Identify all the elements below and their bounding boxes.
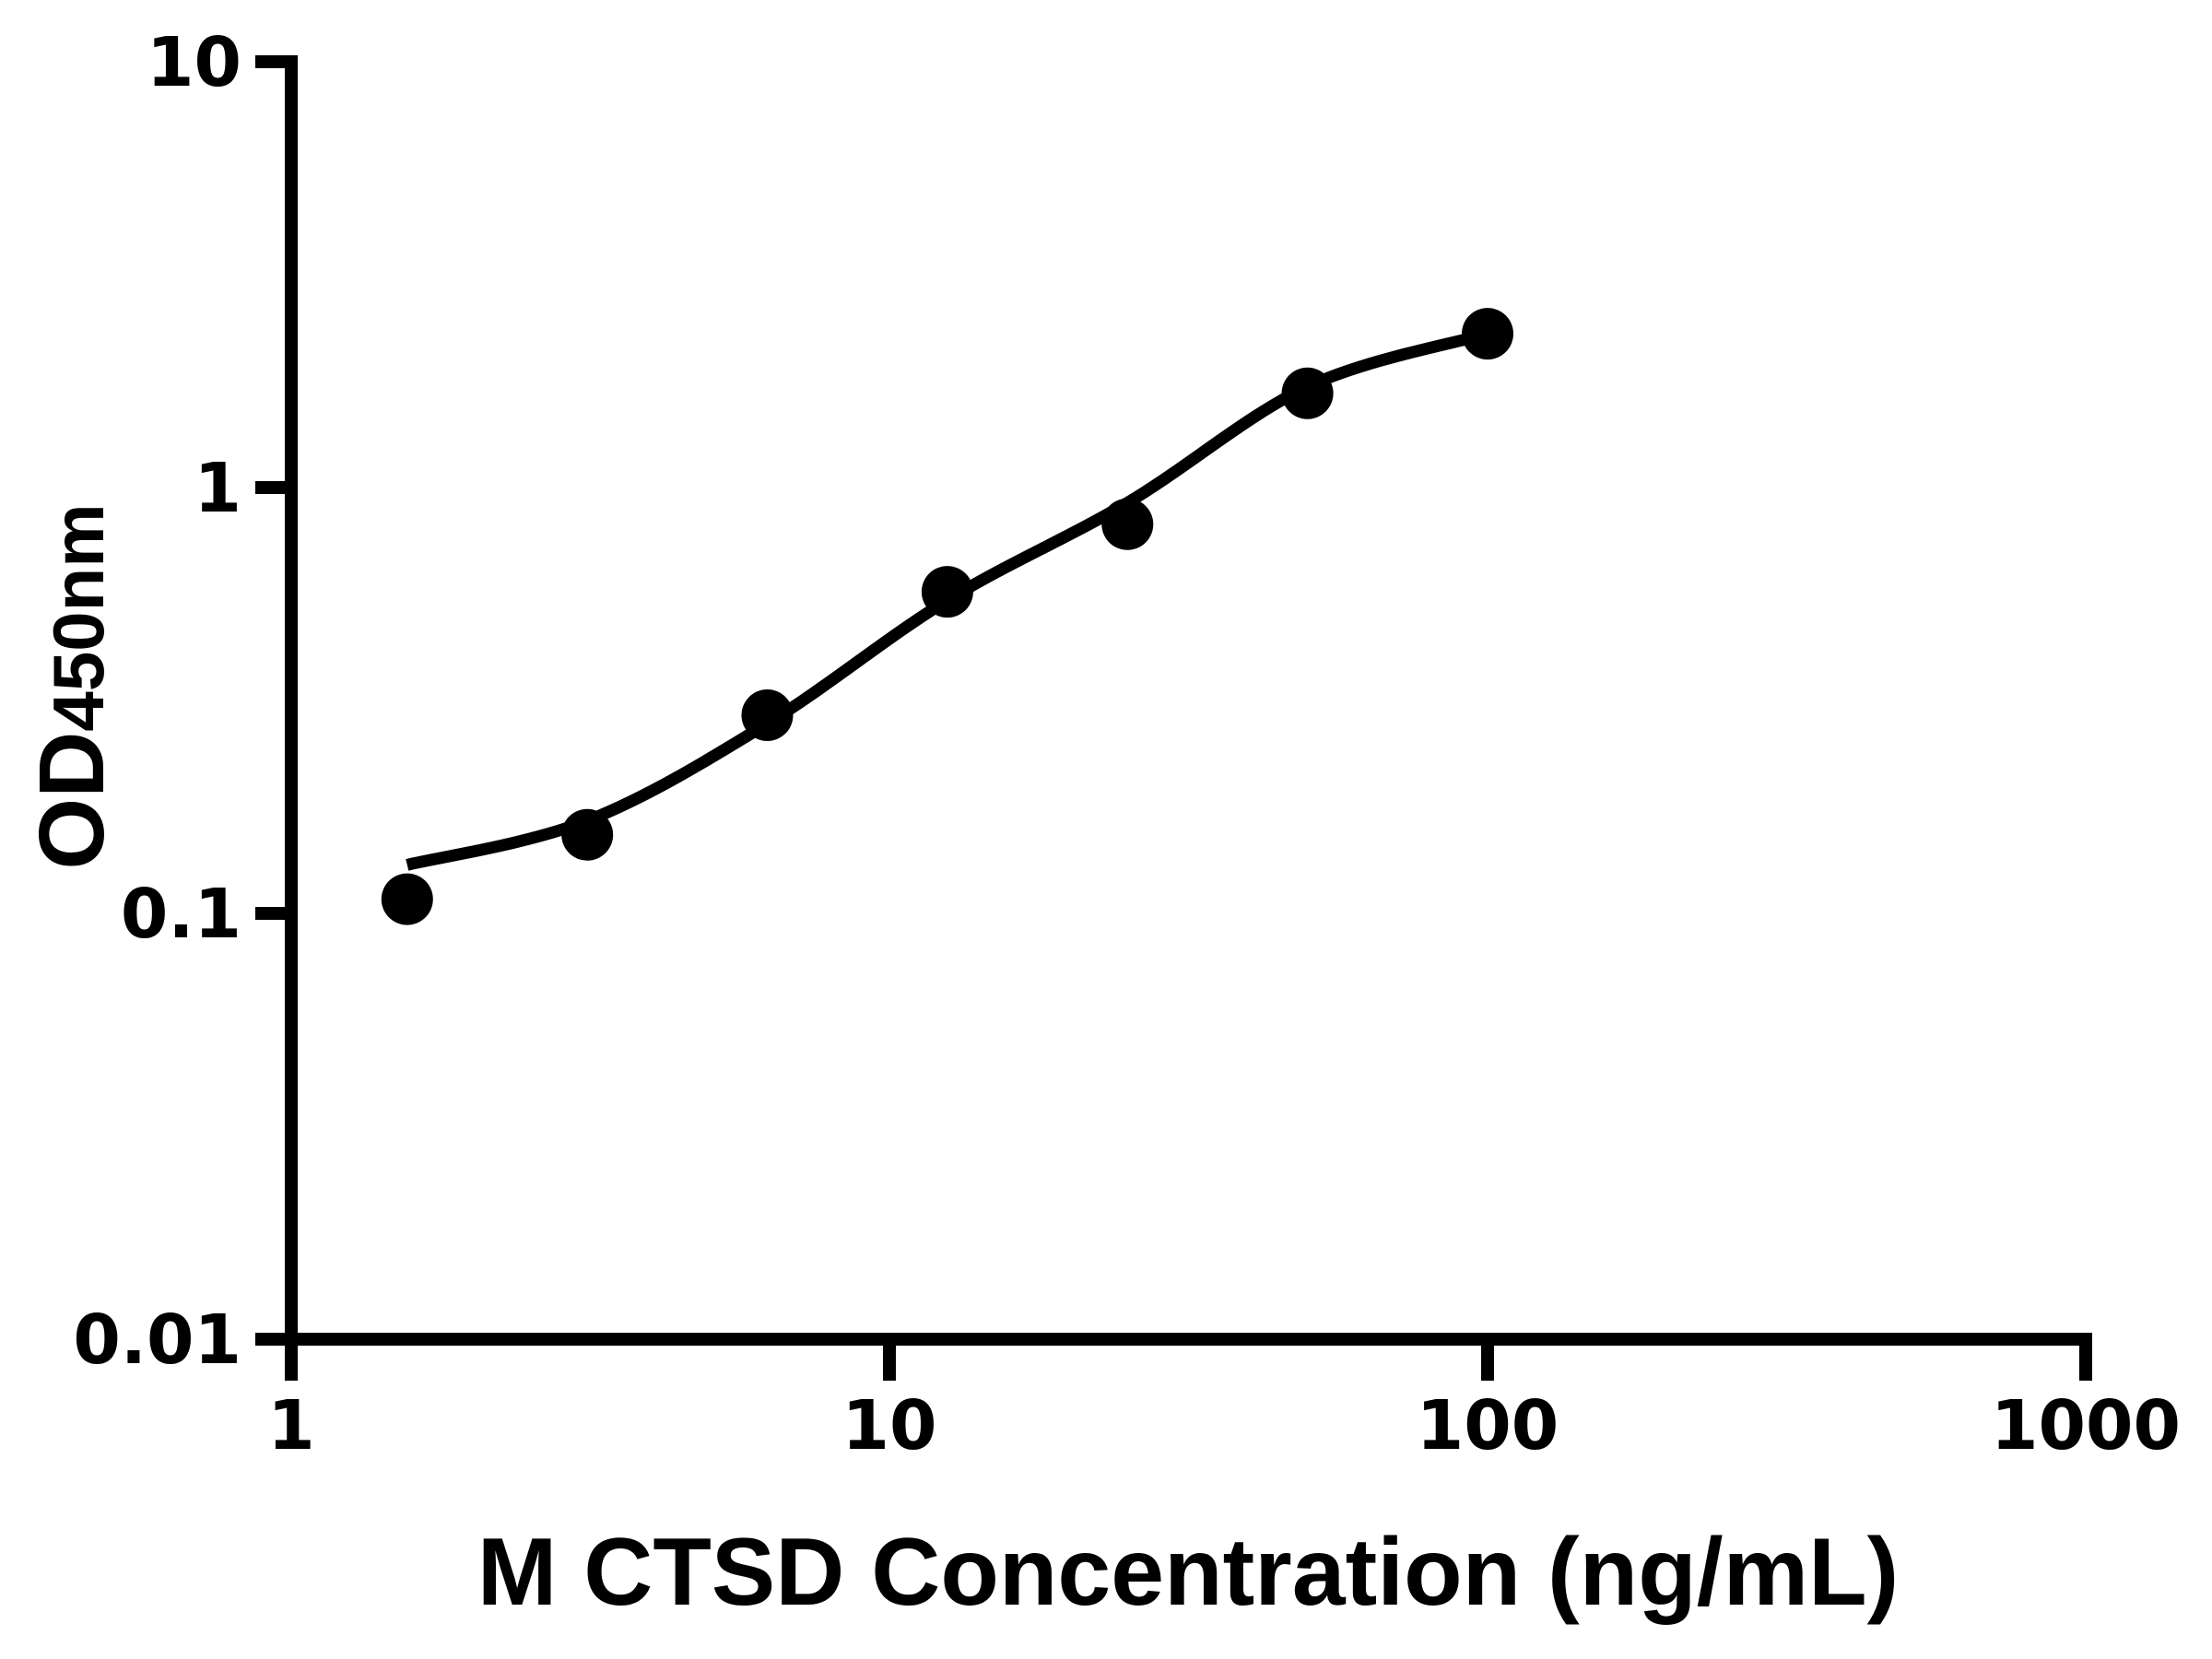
y-tick-label: 1 bbox=[194, 449, 242, 528]
y-axis-title: OD450nm bbox=[20, 503, 124, 869]
data-point bbox=[1462, 308, 1513, 360]
x-tick-label: 1 bbox=[267, 1386, 315, 1465]
data-point bbox=[561, 808, 614, 861]
data-point bbox=[1101, 498, 1154, 550]
x-axis-tick-labels: 1 10 100 1000 bbox=[267, 1386, 2181, 1465]
y-tick-label: 0.1 bbox=[121, 875, 241, 954]
y-tick-label: 0.01 bbox=[73, 1300, 241, 1380]
y-tick-label: 10 bbox=[147, 23, 241, 102]
y-axis-tick-labels: 10 1 0.1 0.01 bbox=[73, 23, 241, 1380]
data-point bbox=[741, 689, 794, 741]
x-tick-label: 1000 bbox=[1991, 1386, 2181, 1465]
data-point bbox=[1281, 367, 1334, 419]
y-axis-title-subscript: 450nm bbox=[38, 503, 119, 731]
data-point bbox=[921, 566, 973, 618]
x-tick-label: 100 bbox=[1417, 1386, 1559, 1465]
x-tick-label: 10 bbox=[842, 1386, 937, 1465]
x-axis-title: M CTSD Concentration (ng/mL) bbox=[477, 1519, 1900, 1626]
y-axis-ticks bbox=[255, 55, 298, 1346]
data-points bbox=[381, 308, 1513, 925]
y-axis-title-main: OD bbox=[20, 732, 124, 870]
data-point bbox=[381, 873, 433, 925]
